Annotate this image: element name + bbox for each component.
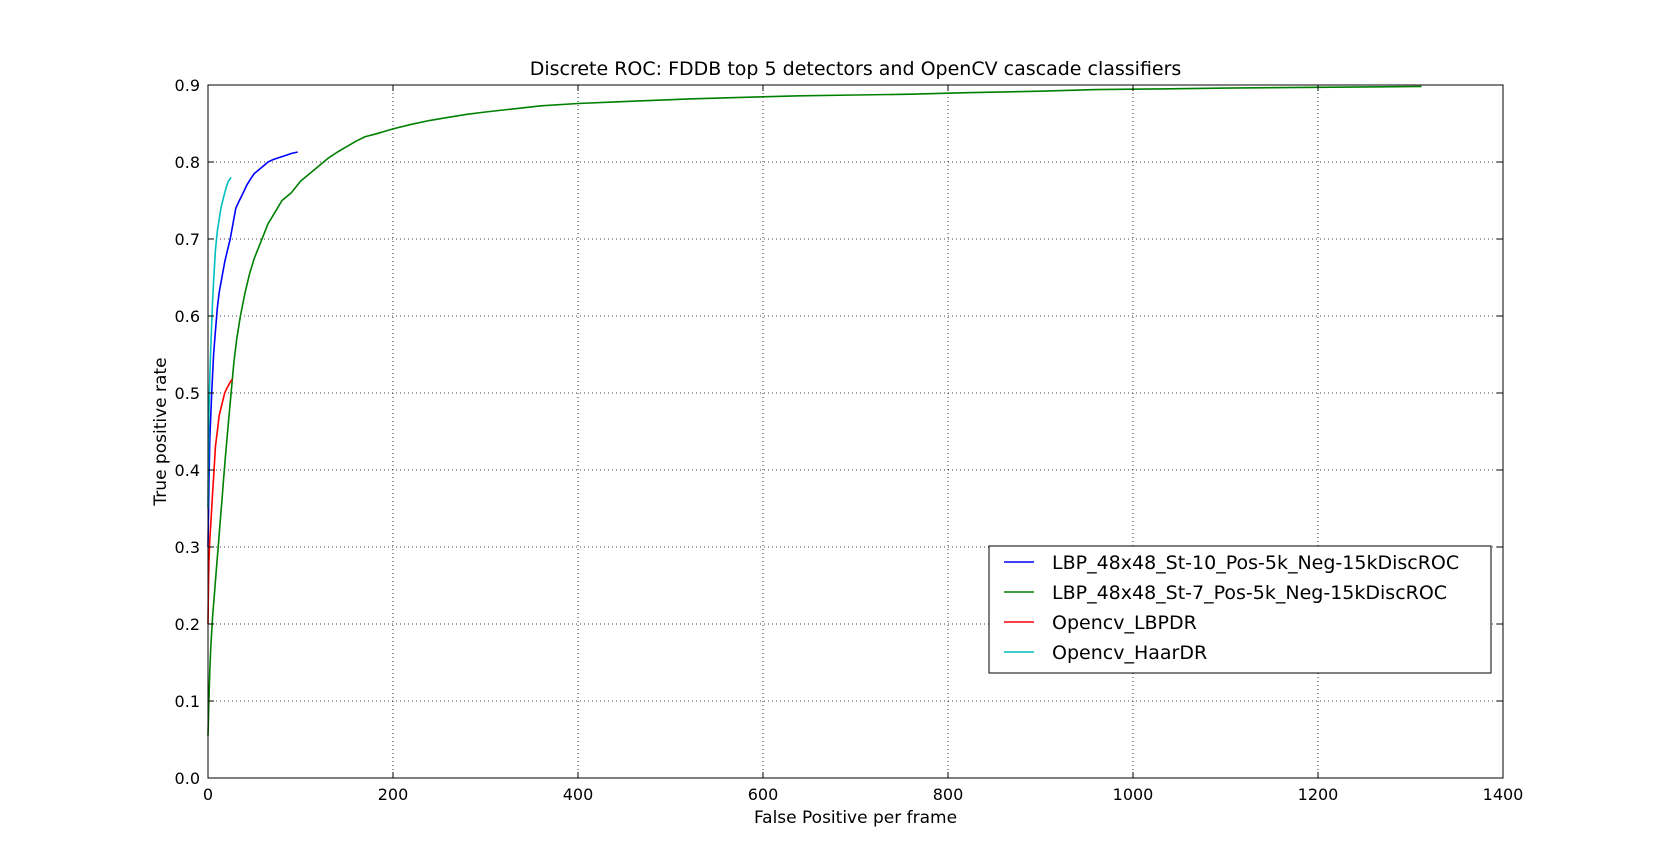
y-tick-label: 0.0	[175, 769, 200, 788]
legend-label-3: Opencv_LBPDR	[1052, 612, 1197, 634]
chart-title: Discrete ROC: FDDB top 5 detectors and O…	[530, 58, 1182, 80]
y-tick-label: 0.4	[175, 461, 200, 480]
legend-label-4: Opencv_HaarDR	[1052, 642, 1207, 664]
x-tick-label: 400	[563, 785, 594, 804]
axis-ticks: 0 200 400 600 800 1000 1200 1400 0.0 0.1 0.2 0.3 0.4…	[175, 76, 1524, 804]
legend-label-1: LBP_48x48_St-10_Pos-5k_Neg-15kDiscROC	[1052, 552, 1459, 574]
x-tick-label: 800	[933, 785, 964, 804]
series-line-1	[207, 151, 298, 548]
legend: LBP_48x48_St-10_Pos-5k_Neg-15kDiscROC LBP…	[988, 545, 1492, 674]
series-lines	[207, 85, 1422, 736]
x-tick-label: 1000	[1113, 785, 1154, 804]
y-tick-label: 0.2	[175, 615, 200, 634]
legend-label-2: LBP_48x48_St-7_Pos-5k_Neg-15kDiscROC	[1052, 582, 1447, 604]
x-tick-label: 200	[378, 785, 409, 804]
x-axis-title: False Positive per frame	[754, 808, 957, 828]
legend-box	[988, 545, 1492, 674]
y-tick-label: 0.1	[175, 692, 200, 711]
y-tick-label: 0.9	[175, 76, 200, 95]
y-tick-label: 0.7	[175, 230, 200, 249]
series-line-4	[207, 176, 232, 509]
plot-frame	[207, 84, 1504, 779]
x-tick-label: 0	[203, 785, 213, 804]
x-tick-label: 600	[748, 785, 779, 804]
y-tick-label: 0.3	[175, 538, 200, 557]
y-axis-title: True positive rate	[151, 357, 171, 506]
series-line-3	[207, 378, 233, 625]
series-line-2	[207, 85, 1422, 736]
y-tick-label: 0.8	[175, 153, 200, 172]
y-tick-label: 0.5	[175, 384, 200, 403]
y-tick-label: 0.6	[175, 307, 200, 326]
x-tick-label: 1400	[1483, 785, 1524, 804]
x-tick-label: 1200	[1298, 785, 1339, 804]
